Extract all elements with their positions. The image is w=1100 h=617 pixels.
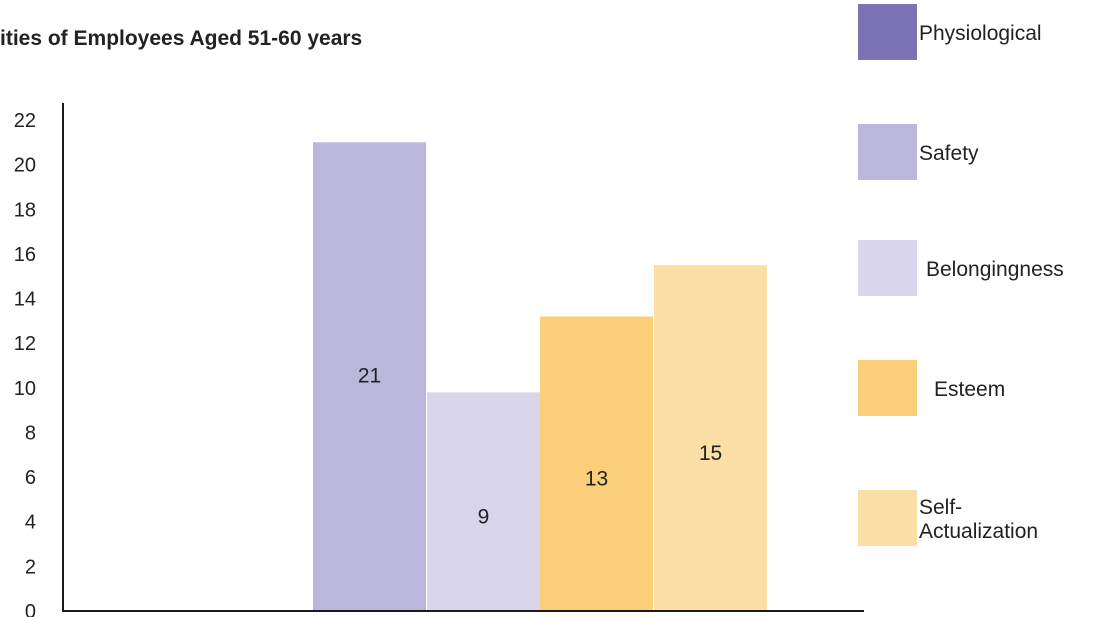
y-tick-label-8: 8 bbox=[25, 422, 36, 444]
bars: 21 9 13 15 bbox=[313, 142, 767, 611]
legend-label: Belongingness bbox=[926, 258, 1064, 281]
legend-label: Self- bbox=[919, 496, 962, 519]
bar-safety bbox=[313, 142, 426, 611]
chart-title: ities of Employees Aged 51-60 years bbox=[0, 27, 362, 50]
legend-swatch bbox=[858, 490, 917, 546]
legend-item: Belongingness bbox=[858, 240, 1064, 296]
y-tick-label-6: 6 bbox=[25, 467, 36, 489]
legend-item: Safety bbox=[858, 124, 979, 180]
legend: Physiological Safety Belongingness Esteem Se… bbox=[858, 4, 1064, 546]
y-tick-label-20: 20 bbox=[14, 155, 36, 177]
bar-esteem bbox=[540, 316, 653, 611]
y-tick-label-22: 22 bbox=[14, 110, 36, 132]
legend-swatch bbox=[858, 4, 917, 60]
legend-swatch bbox=[858, 124, 917, 180]
y-tick-label-0: 0 bbox=[25, 601, 36, 617]
y-axis-ticks: 0 2 4 6 8 10 12 14 16 18 20 22 bbox=[14, 110, 36, 617]
legend-item: Self-Actualization bbox=[858, 490, 1038, 546]
bar-self-actualization bbox=[654, 265, 767, 611]
bar-value-label: 9 bbox=[478, 506, 490, 529]
bar-value-label: 21 bbox=[358, 365, 381, 388]
y-tick-label-10: 10 bbox=[14, 378, 36, 400]
legend-swatch bbox=[858, 360, 917, 416]
y-tick-label-12: 12 bbox=[14, 333, 36, 355]
bar-value-label: 15 bbox=[699, 442, 722, 465]
bar-value-label: 13 bbox=[585, 468, 608, 491]
bar-belongingness bbox=[427, 392, 540, 611]
legend-item: Esteem bbox=[858, 360, 1005, 416]
legend-label: Safety bbox=[919, 142, 979, 165]
y-tick-label-14: 14 bbox=[14, 289, 36, 311]
y-tick-label-18: 18 bbox=[14, 199, 36, 221]
y-tick-label-2: 2 bbox=[25, 556, 36, 578]
legend-swatch bbox=[858, 240, 917, 296]
legend-label: Esteem bbox=[934, 378, 1005, 401]
y-tick-label-4: 4 bbox=[25, 512, 36, 534]
y-tick-label-16: 16 bbox=[14, 244, 36, 266]
legend-label: Physiological bbox=[919, 22, 1042, 45]
legend-label: Actualization bbox=[919, 520, 1038, 543]
legend-item: Physiological bbox=[858, 4, 1042, 60]
